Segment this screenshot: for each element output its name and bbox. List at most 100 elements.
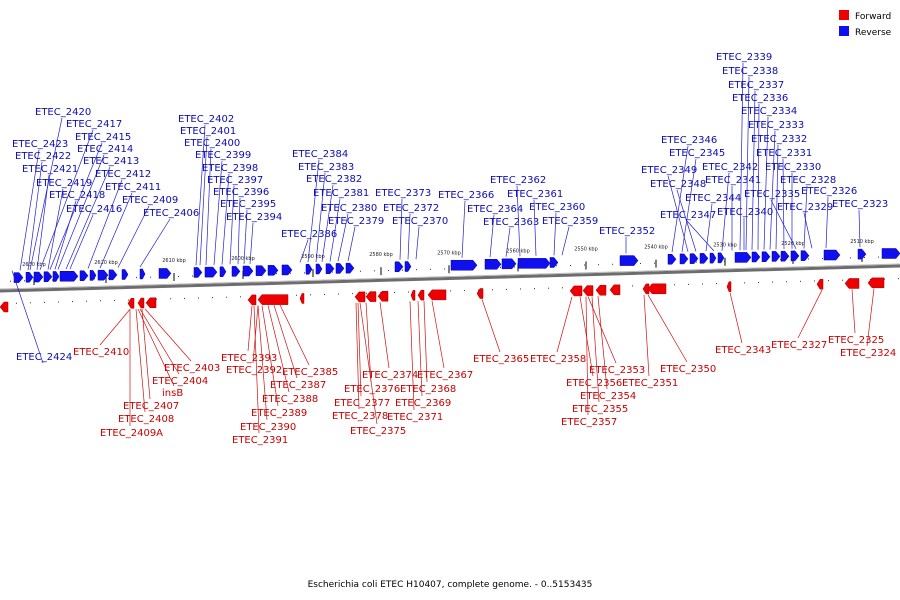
gene-label[interactable]: ETEC_2403	[164, 363, 220, 374]
gene-label[interactable]: ETEC_2409A	[100, 428, 163, 439]
gene-label[interactable]: ETEC_2412	[95, 169, 151, 180]
gene-label[interactable]: ETEC_2334	[741, 106, 797, 117]
gene-label[interactable]: ETEC_2363	[483, 217, 539, 228]
gene-reverse[interactable]	[404, 261, 412, 272]
gene-label[interactable]: ETEC_2420	[35, 107, 91, 118]
gene-reverse[interactable]	[679, 253, 689, 265]
gene-forward[interactable]	[867, 277, 885, 289]
gene-reverse[interactable]	[79, 270, 89, 281]
gene-label[interactable]: ETEC_2423	[12, 139, 68, 150]
gene-label[interactable]: ETEC_2345	[669, 148, 725, 159]
gene-label[interactable]: ETEC_2343	[715, 345, 771, 356]
gene-label[interactable]: ETEC_2323	[832, 199, 888, 210]
gene-forward[interactable]	[816, 278, 824, 290]
gene-label[interactable]: ETEC_2374	[362, 370, 418, 381]
gene-reverse[interactable]	[33, 271, 44, 283]
gene-label[interactable]: ETEC_2351	[622, 378, 678, 389]
gene-reverse[interactable]	[780, 250, 790, 262]
gene-label[interactable]: ETEC_2387	[270, 380, 326, 391]
gene-label[interactable]: ETEC_2411	[105, 182, 161, 193]
gene-reverse[interactable]	[267, 265, 279, 276]
gene-label[interactable]: ETEC_2419	[36, 178, 92, 189]
gene-label[interactable]: ETEC_2422	[15, 151, 71, 162]
gene-reverse[interactable]	[59, 271, 79, 282]
gene-label[interactable]: ETEC_2349	[641, 165, 697, 176]
gene-label[interactable]: ETEC_2413	[83, 156, 139, 167]
gene-forward[interactable]	[354, 291, 366, 303]
gene-reverse[interactable]	[394, 261, 404, 273]
gene-label[interactable]: ETEC_2399	[195, 150, 251, 161]
gene-reverse[interactable]	[790, 250, 800, 262]
gene-label[interactable]: ETEC_2407	[123, 401, 179, 412]
gene-forward[interactable]	[595, 284, 607, 296]
gene-label[interactable]: ETEC_2329	[777, 202, 833, 213]
gene-label[interactable]: ETEC_2360	[529, 202, 585, 213]
gene-forward[interactable]	[410, 290, 416, 301]
gene-label[interactable]: ETEC_2390	[240, 422, 296, 433]
gene-label[interactable]: ETEC_2384	[292, 149, 348, 160]
gene-label[interactable]: ETEC_2398	[202, 163, 258, 174]
gene-label[interactable]: ETEC_2365	[473, 354, 529, 365]
gene-reverse[interactable]	[771, 251, 781, 262]
gene-label[interactable]: ETEC_2389	[251, 408, 307, 419]
gene-reverse[interactable]	[699, 253, 709, 264]
gene-forward[interactable]	[257, 294, 289, 305]
gene-label[interactable]: ETEC_2421	[22, 164, 78, 175]
gene-forward[interactable]	[844, 278, 860, 289]
gene-label[interactable]: ETEC_2373	[375, 188, 431, 199]
gene-label[interactable]: ETEC_2396	[213, 187, 269, 198]
gene-label[interactable]: ETEC_2357	[561, 417, 617, 428]
gene-reverse[interactable]	[13, 272, 24, 283]
gene-label[interactable]: ETEC_2350	[660, 364, 716, 375]
gene-forward[interactable]	[365, 291, 377, 302]
gene-label[interactable]: ETEC_2379	[328, 216, 384, 227]
gene-label[interactable]: ETEC_2331	[756, 148, 812, 159]
gene-label[interactable]: ETEC_2342	[702, 162, 758, 173]
gene-reverse[interactable]	[97, 269, 109, 281]
gene-label[interactable]: ETEC_2409	[122, 195, 178, 206]
gene-label[interactable]: ETEC_2424	[16, 352, 72, 363]
gene-reverse[interactable]	[484, 259, 502, 270]
gene-label[interactable]: ETEC_2372	[383, 203, 439, 214]
gene-forward[interactable]	[427, 289, 447, 301]
gene-forward[interactable]	[726, 281, 732, 292]
gene-label[interactable]: ETEC_2400	[184, 138, 240, 149]
gene-label[interactable]: ETEC_2328	[780, 175, 836, 186]
gene-label[interactable]: ETEC_2324	[840, 348, 896, 359]
gene-label[interactable]: ETEC_2375	[350, 426, 406, 437]
gene-label[interactable]: ETEC_2356	[566, 378, 622, 389]
gene-label[interactable]: ETEC_2347	[660, 210, 716, 221]
gene-reverse[interactable]	[717, 252, 725, 264]
gene-reverse[interactable]	[108, 269, 118, 281]
gene-label[interactable]: ETEC_2330	[765, 162, 821, 173]
gene-label[interactable]: ETEC_2341	[705, 175, 761, 186]
gene-reverse[interactable]	[823, 249, 841, 261]
gene-label[interactable]: ETEC_2332	[751, 134, 807, 145]
gene-reverse[interactable]	[255, 265, 267, 276]
gene-reverse[interactable]	[204, 266, 218, 278]
gene-label[interactable]: ETEC_2415	[75, 132, 131, 143]
gene-label[interactable]: ETEC_2361	[507, 189, 563, 200]
gene-reverse[interactable]	[335, 263, 345, 274]
gene-reverse[interactable]	[52, 271, 60, 282]
gene-label[interactable]: ETEC_2385	[282, 367, 338, 378]
gene-label[interactable]: ETEC_2362	[490, 175, 546, 186]
gene-forward[interactable]	[582, 285, 594, 296]
gene-label[interactable]: ETEC_2354	[580, 391, 636, 402]
gene-reverse[interactable]	[800, 250, 810, 261]
gene-reverse[interactable]	[315, 263, 323, 275]
gene-reverse[interactable]	[281, 264, 293, 276]
gene-reverse[interactable]	[517, 258, 551, 269]
gene-label[interactable]: ETEC_2397	[207, 175, 263, 186]
gene-reverse[interactable]	[709, 252, 717, 264]
gene-forward[interactable]	[647, 283, 667, 295]
gene-label[interactable]: ETEC_2378	[332, 411, 388, 422]
gene-label[interactable]: ETEC_2333	[748, 120, 804, 131]
gene-label[interactable]: ETEC_2395	[220, 199, 276, 210]
gene-label[interactable]: ETEC_2326	[801, 186, 857, 197]
gene-reverse[interactable]	[231, 266, 241, 277]
gene-label[interactable]: ETEC_2358	[530, 354, 586, 365]
gene-label[interactable]: ETEC_2392	[226, 365, 282, 376]
gene-label[interactable]: ETEC_2382	[306, 174, 362, 185]
gene-label[interactable]: insB	[162, 388, 183, 399]
